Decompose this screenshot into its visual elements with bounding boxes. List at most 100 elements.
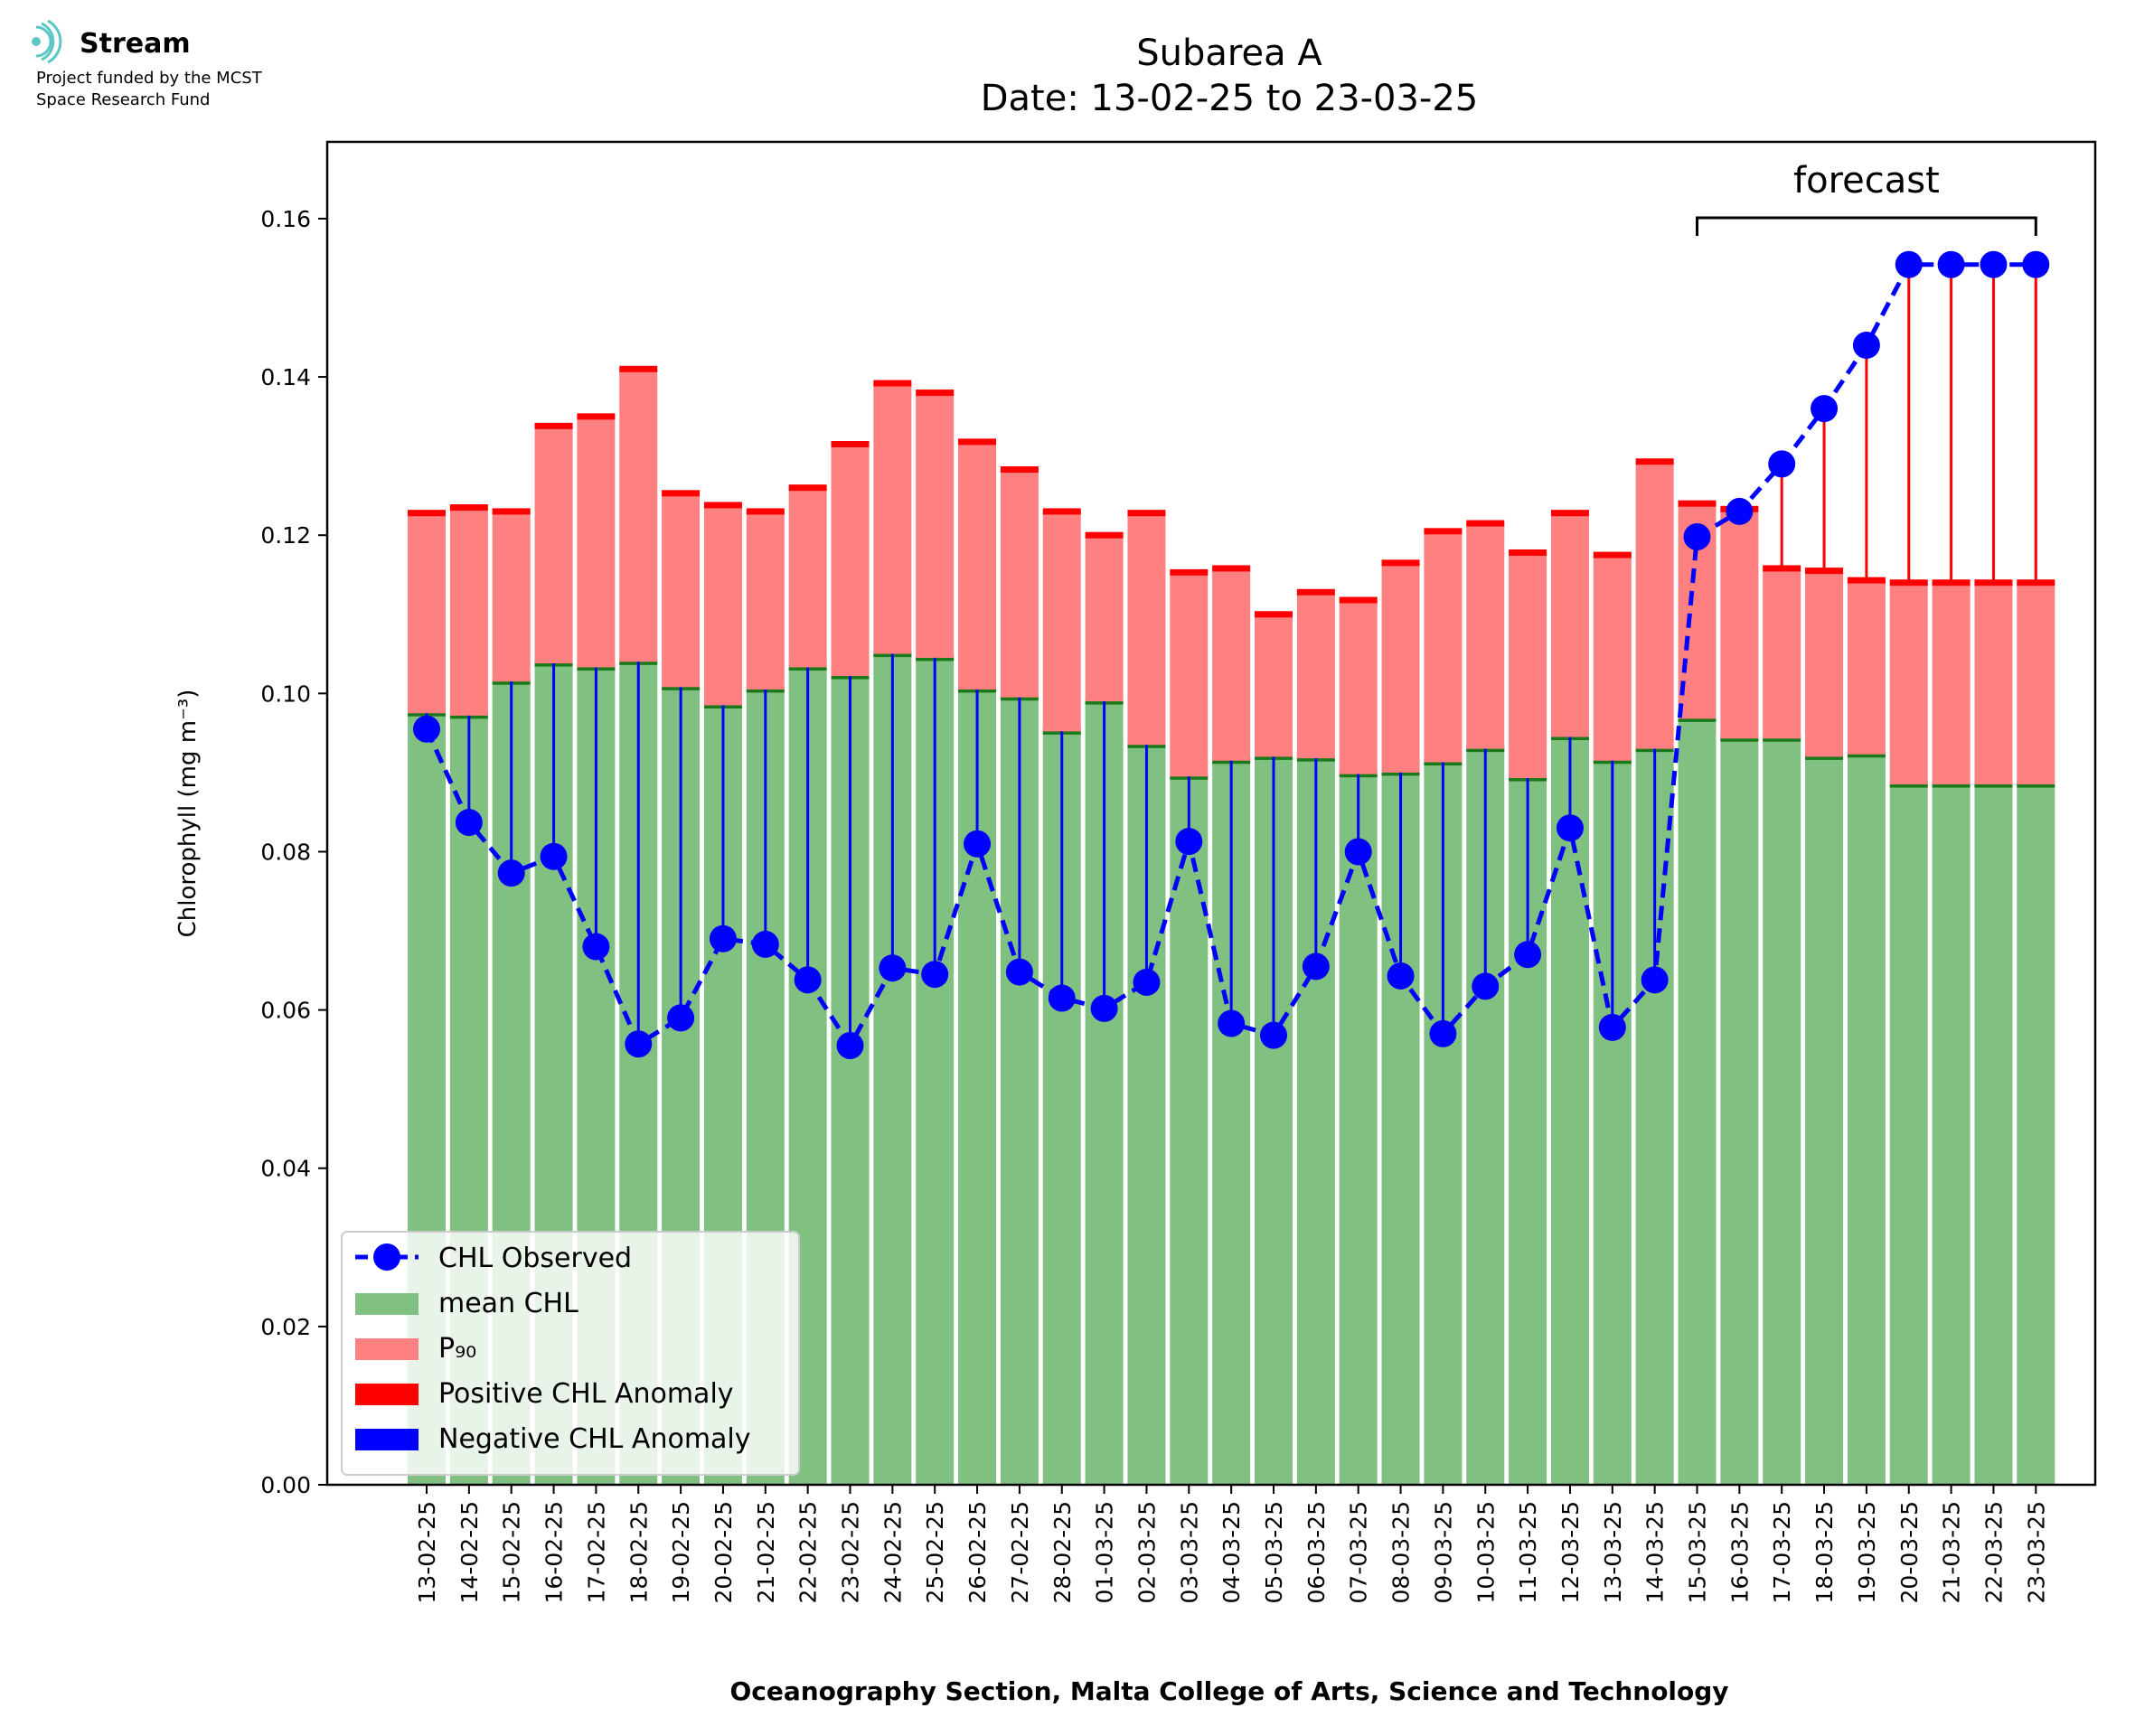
- x-tick-label: 17-02-25: [583, 1501, 609, 1603]
- y-tick-label: 0.06: [260, 998, 311, 1024]
- observed-point: [1895, 250, 1923, 278]
- x-tick-label: 15-02-25: [499, 1501, 525, 1603]
- p90-bar: [746, 511, 785, 690]
- mean-bar: [1974, 784, 2013, 1485]
- observed-point: [413, 715, 440, 743]
- p90-bar: [1255, 614, 1293, 757]
- logo-name: Stream: [80, 28, 191, 60]
- x-tick-label: 18-02-25: [626, 1501, 652, 1603]
- x-tick-label: 14-02-25: [456, 1501, 483, 1603]
- p90-bar-edge: [408, 510, 446, 517]
- x-tick-label: 14-03-25: [1642, 1501, 1669, 1603]
- observed-point: [1429, 1019, 1457, 1047]
- p90-bar-edge: [1255, 611, 1293, 618]
- p90-bar: [1000, 469, 1039, 698]
- legend-positive-label: Positive CHL Anomaly: [438, 1378, 734, 1410]
- x-tick-label: 22-03-25: [1980, 1501, 2007, 1603]
- p90-bar: [1381, 562, 1420, 773]
- p90-bar: [408, 512, 446, 714]
- p90-bar: [1974, 582, 2013, 785]
- x-tick-label: 28-02-25: [1049, 1501, 1076, 1603]
- x-tick-label: 03-03-25: [1176, 1501, 1202, 1603]
- x-tick-label: 11-03-25: [1515, 1501, 1541, 1603]
- mean-bar: [1550, 737, 1589, 1485]
- x-tick-label: 26-02-25: [964, 1501, 991, 1603]
- observed-point: [455, 809, 483, 837]
- x-tick-label: 22-02-25: [795, 1501, 822, 1603]
- y-tick-label: 0.14: [260, 364, 311, 390]
- observed-point: [667, 1004, 695, 1032]
- x-tick-label: 07-03-25: [1346, 1501, 1372, 1603]
- y-tick-label: 0.16: [260, 206, 311, 232]
- y-tick-label: 0.04: [260, 1156, 311, 1182]
- observed-point: [1598, 1013, 1626, 1041]
- x-tick-label: 24-02-25: [879, 1501, 906, 1603]
- x-tick-label: 27-02-25: [1007, 1501, 1033, 1603]
- legend-positive-swatch: [355, 1384, 419, 1405]
- p90-bar-edge: [1381, 559, 1420, 567]
- p90-bar-edge: [1550, 510, 1589, 517]
- observed-point: [1048, 984, 1076, 1012]
- y-axis-ticks: 0.00 0.02 0.04 0.06 0.08 0.10 0.12 0.14 0.16: [260, 206, 327, 1498]
- mean-bar: [1889, 784, 1928, 1485]
- observed-point: [1218, 1009, 1246, 1037]
- p90-bar-edge: [831, 441, 870, 448]
- p90-bar: [1170, 572, 1209, 777]
- x-tick-label: 08-03-25: [1388, 1501, 1415, 1603]
- legend-item-p90: P₉₀: [355, 1333, 476, 1365]
- p90-bar: [703, 504, 742, 706]
- p90-bar: [1042, 511, 1081, 732]
- observed-point: [1133, 968, 1161, 996]
- legend-mean-label: mean CHL: [438, 1288, 578, 1319]
- legend-item-positive: Positive CHL Anomaly: [355, 1378, 734, 1410]
- p90-bar-edge: [1085, 531, 1124, 539]
- mean-bar: [1847, 754, 1886, 1485]
- mean-bar: [1720, 738, 1759, 1485]
- x-tick-label: 21-02-25: [753, 1501, 779, 1603]
- mean-bar-edge: [1847, 751, 1886, 758]
- p90-bar: [1593, 555, 1632, 761]
- observed-point: [879, 954, 907, 982]
- x-tick-label: 17-03-25: [1769, 1501, 1795, 1603]
- forecast-label: forecast: [1793, 160, 1940, 202]
- observed-point: [540, 842, 568, 870]
- p90-bar: [1550, 512, 1589, 737]
- observed-point: [1344, 838, 1372, 866]
- observed-point: [1937, 250, 1965, 278]
- p90-bar: [449, 507, 488, 716]
- x-tick-label: 04-03-25: [1218, 1501, 1245, 1603]
- p90-bar-edge: [1678, 500, 1717, 507]
- mean-bar-edge: [1763, 735, 1801, 742]
- legend-p90-label: P₉₀: [438, 1333, 476, 1365]
- legend-mean-swatch: [355, 1293, 419, 1315]
- p90-bar: [873, 383, 912, 654]
- observed-point: [964, 830, 992, 858]
- p90-bar: [1889, 582, 1928, 785]
- y-tick-label: 0.10: [260, 680, 311, 707]
- observed-point: [1641, 966, 1669, 994]
- p90-bar: [1212, 568, 1251, 761]
- p90-bar: [1424, 530, 1463, 763]
- observed-point: [1768, 450, 1796, 478]
- legend-box: [341, 1231, 800, 1476]
- forecast-bracket: forecast: [1696, 160, 2037, 236]
- observed-point: [921, 961, 949, 989]
- p90-bar-edge: [1170, 568, 1209, 576]
- x-tick-label: 09-03-25: [1430, 1501, 1456, 1603]
- x-axis-ticks: 13-02-25 14-02-25 15-02-25 16-02-25 17-02-25…: [414, 1485, 2049, 1603]
- p90-bar: [1127, 512, 1166, 746]
- p90-bar: [492, 511, 531, 682]
- p90-bar: [1296, 592, 1335, 759]
- y-tick-label: 0.00: [260, 1472, 311, 1498]
- p90-bar-edge: [1424, 528, 1463, 535]
- stream-logo-icon: [32, 19, 62, 64]
- x-tick-label: 12-03-25: [1557, 1501, 1584, 1603]
- p90-bar-edge: [449, 504, 488, 511]
- x-tick-label: 02-03-25: [1133, 1501, 1160, 1603]
- p90-bar: [1720, 509, 1759, 739]
- p90-bar: [662, 493, 701, 688]
- x-tick-label: 19-02-25: [668, 1501, 694, 1603]
- p90-bar: [1339, 600, 1378, 774]
- anomaly-lines: [425, 264, 2037, 1046]
